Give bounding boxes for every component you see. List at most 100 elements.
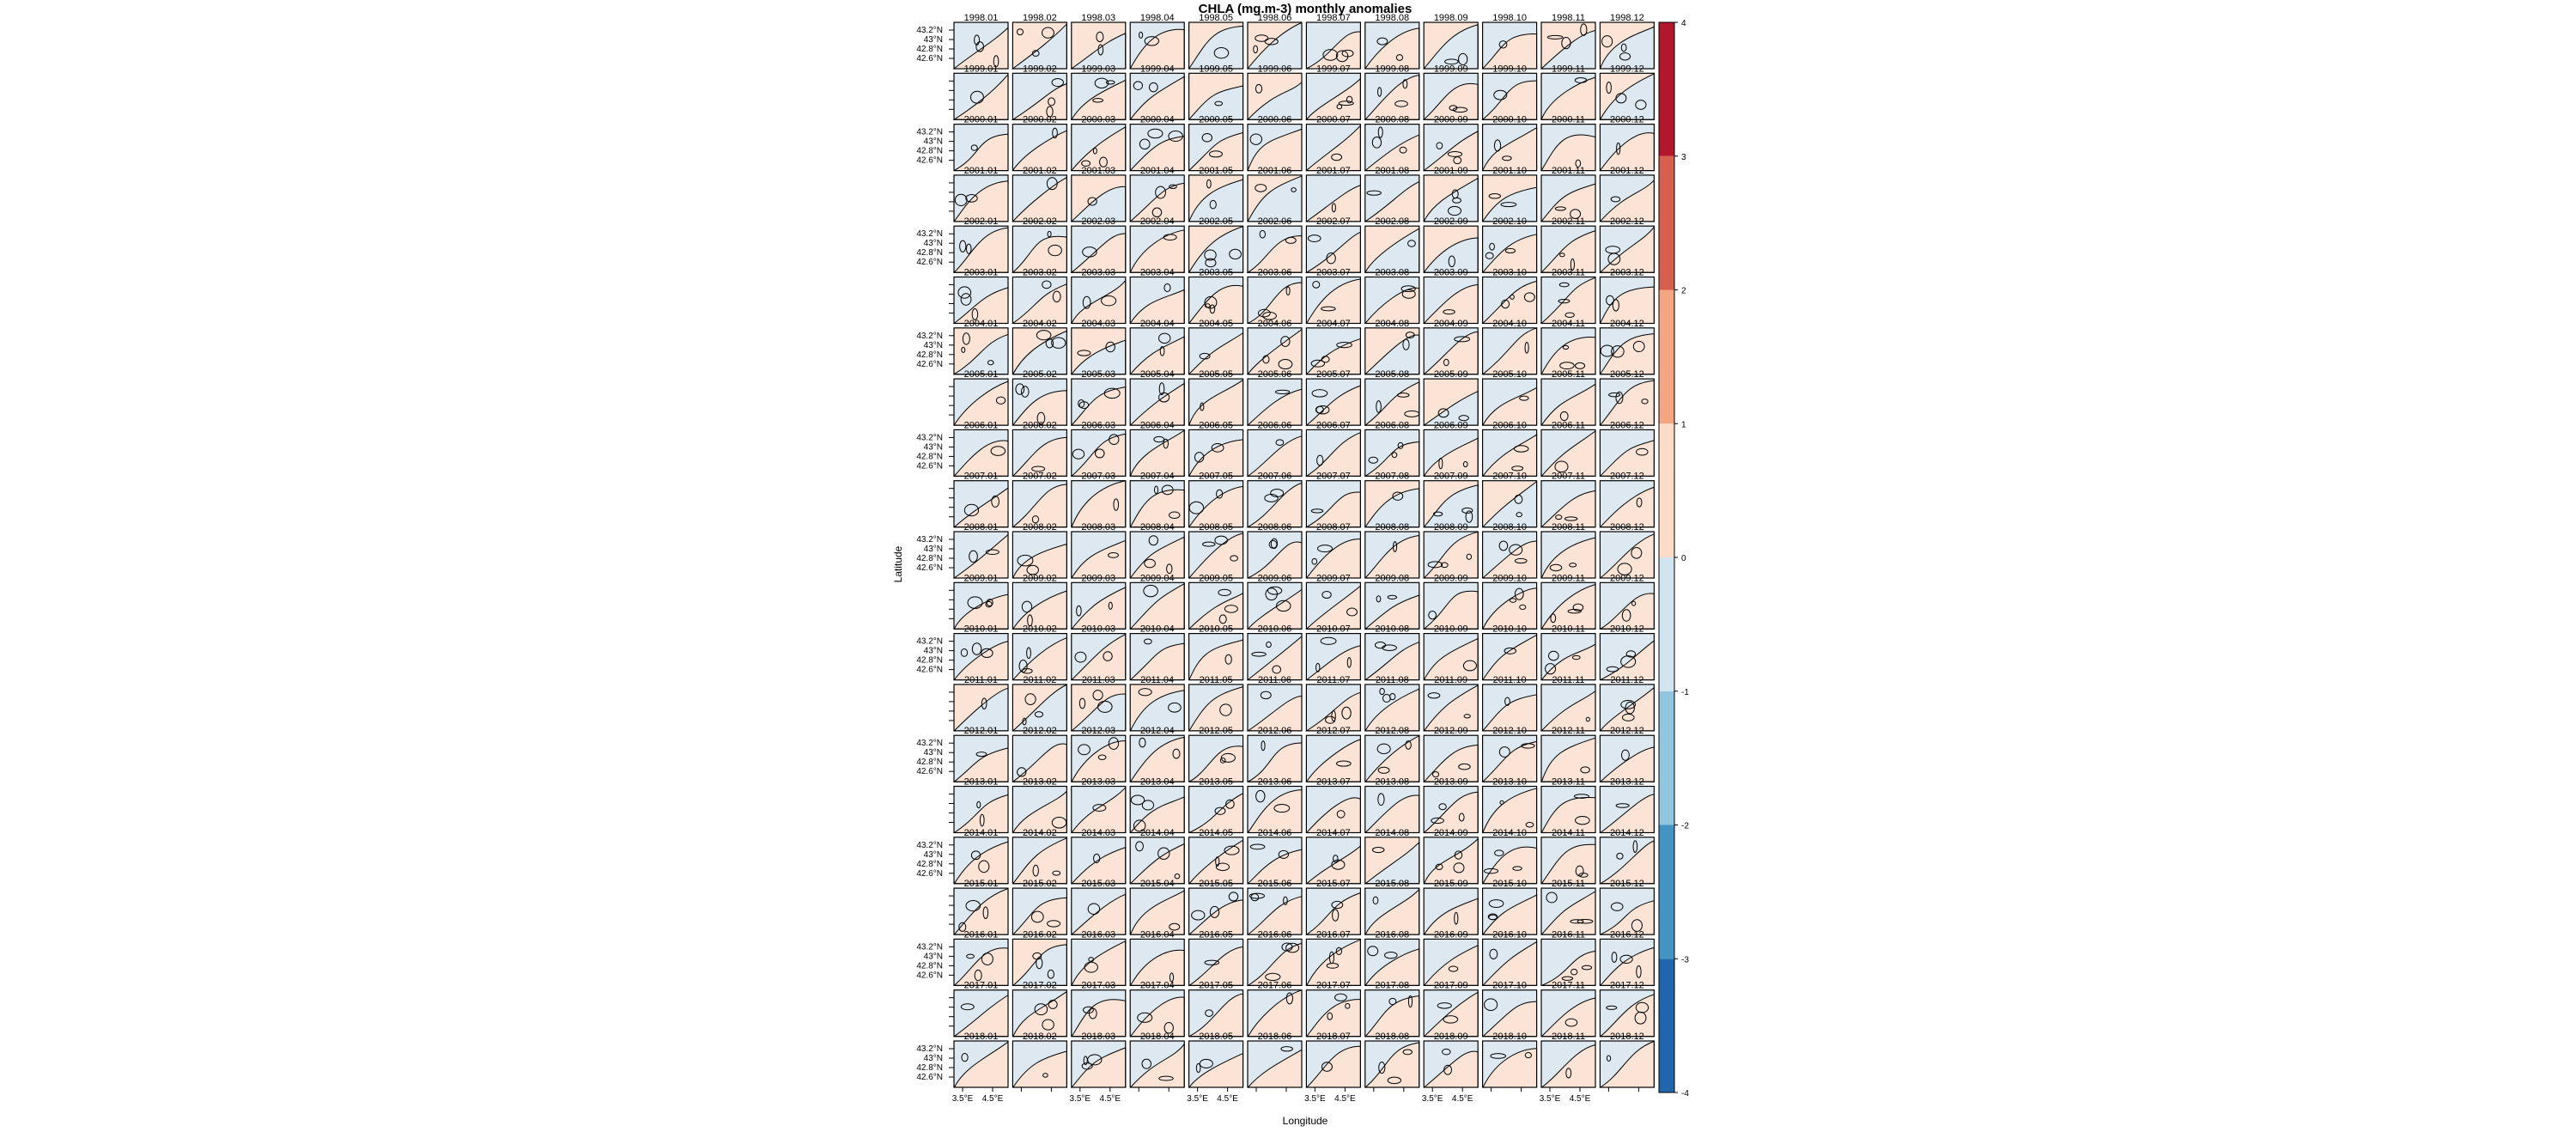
panel-2002-02 bbox=[1012, 225, 1068, 273]
panel-label: 2017.02 bbox=[1023, 981, 1057, 991]
panel-label: 2006.05 bbox=[1199, 420, 1233, 430]
panel-2010-07 bbox=[1305, 632, 1362, 681]
panel-2013-09 bbox=[1423, 785, 1479, 834]
y-tick-label: 43°N bbox=[924, 137, 943, 147]
colorbar-tick-label: 2 bbox=[1681, 287, 1686, 296]
y-tick-label: 42.6°N bbox=[916, 461, 943, 471]
panel-label: 2013.01 bbox=[964, 777, 999, 788]
panel-1998-10 bbox=[1481, 21, 1538, 70]
panel-label: 2000.03 bbox=[1081, 115, 1115, 125]
x-axis-label: Longitude bbox=[1282, 1115, 1328, 1127]
panel-label: 2001.01 bbox=[964, 166, 999, 176]
panel-2014-09 bbox=[1423, 837, 1479, 885]
panel-label: 2008.10 bbox=[1492, 522, 1527, 533]
panel-2001-10 bbox=[1481, 174, 1538, 222]
panel-2007-10 bbox=[1481, 480, 1538, 528]
panel-label: 2013.06 bbox=[1258, 777, 1292, 788]
panel-2017-09 bbox=[1423, 989, 1479, 1038]
panel-label: 2008.12 bbox=[1610, 522, 1644, 533]
panel-label: 2000.12 bbox=[1610, 115, 1644, 125]
panel-label: 2016.01 bbox=[964, 929, 999, 940]
panel-label: 2006.03 bbox=[1081, 420, 1115, 430]
panel-label: 2000.05 bbox=[1199, 115, 1233, 125]
panel-label: 2003.10 bbox=[1492, 268, 1527, 278]
panel-2010-02 bbox=[1012, 632, 1068, 681]
panel-label: 2005.09 bbox=[1434, 369, 1468, 380]
panel-label: 1999.01 bbox=[964, 64, 999, 74]
panel-2017-01 bbox=[952, 989, 1009, 1038]
panel-2018-08 bbox=[1364, 1040, 1420, 1088]
panel-2017-04 bbox=[1129, 989, 1185, 1038]
panel-label: 1998.10 bbox=[1492, 13, 1527, 23]
chart-title: CHLA (mg.m-3) monthly anomalies bbox=[1198, 2, 1413, 16]
panel-label: 2000.02 bbox=[1023, 115, 1057, 125]
panel-label: 2011.09 bbox=[1434, 675, 1467, 685]
panel-2006-09 bbox=[1423, 429, 1479, 477]
panel-2002-09 bbox=[1423, 225, 1479, 273]
panel-label: 1998.05 bbox=[1199, 13, 1233, 23]
panel-2012-10 bbox=[1481, 734, 1538, 782]
y-tick-label: 42.8°N bbox=[916, 860, 943, 869]
panel-2016-03 bbox=[1071, 938, 1127, 987]
panel-label: 2007.04 bbox=[1140, 472, 1175, 482]
panel-2003-06 bbox=[1247, 276, 1303, 325]
panel-label: 2006.02 bbox=[1023, 420, 1057, 430]
colorbar-segment bbox=[1659, 289, 1674, 424]
panel-1998-11 bbox=[1540, 21, 1596, 70]
panel-label: 2001.09 bbox=[1434, 166, 1468, 176]
panel-2016-08 bbox=[1364, 938, 1420, 987]
panel-2014-04 bbox=[1129, 837, 1185, 885]
y-tick-label: 43°N bbox=[924, 442, 943, 452]
panel-label: 2017.06 bbox=[1258, 981, 1292, 991]
panel-label: 2006.07 bbox=[1316, 420, 1351, 430]
panel-label: 1998.01 bbox=[964, 13, 999, 23]
panel-2013-02 bbox=[1012, 785, 1068, 834]
panel-label: 2013.12 bbox=[1610, 777, 1644, 788]
panel-1999-04 bbox=[1129, 72, 1185, 120]
panel-2018-11 bbox=[1540, 1040, 1596, 1088]
panel-label: 2008.03 bbox=[1081, 522, 1115, 533]
panel-2014-03 bbox=[1071, 837, 1127, 885]
panel-2004-06 bbox=[1247, 327, 1303, 375]
panel-2001-11 bbox=[1540, 174, 1596, 222]
panel-2008-12 bbox=[1599, 531, 1656, 579]
panel-1998-06 bbox=[1247, 21, 1303, 70]
panel-label: 2005.06 bbox=[1258, 369, 1292, 380]
panel-label: 2000.10 bbox=[1492, 115, 1527, 125]
panel-1999-11 bbox=[1540, 72, 1596, 120]
panel-2011-12 bbox=[1599, 684, 1656, 732]
panel-label: 2003.01 bbox=[964, 268, 999, 278]
panel-2001-04 bbox=[1128, 174, 1185, 222]
panel-label: 2006.01 bbox=[964, 420, 999, 430]
panel-label: 2009.04 bbox=[1140, 573, 1175, 583]
panel-label: 2008.01 bbox=[964, 522, 999, 533]
panel-1999-09 bbox=[1422, 72, 1479, 120]
panel-2010-09 bbox=[1423, 632, 1479, 681]
colorbar-tick-label: 3 bbox=[1681, 153, 1686, 162]
y-tick-label: 42.6°N bbox=[916, 54, 943, 64]
panel-label: 2018.04 bbox=[1140, 1032, 1175, 1042]
panel-2005-09 bbox=[1422, 378, 1479, 426]
panel-2000-11 bbox=[1540, 124, 1596, 172]
panel-label: 2002.07 bbox=[1316, 216, 1351, 227]
panel-label: 2015.05 bbox=[1199, 879, 1233, 889]
panel-label: 2004.02 bbox=[1023, 319, 1057, 329]
panel-label: 2002.08 bbox=[1375, 216, 1409, 227]
panel-1998-08 bbox=[1364, 21, 1420, 70]
panel-label: 2007.07 bbox=[1316, 472, 1351, 482]
panel-2000-09 bbox=[1422, 124, 1479, 172]
x-tick-label: 4.5°E bbox=[1334, 1094, 1356, 1104]
panel-2007-12 bbox=[1599, 480, 1656, 528]
panel-1998-01 bbox=[952, 21, 1009, 70]
panel-2000-06 bbox=[1247, 124, 1303, 172]
colorbar-tick-label: -3 bbox=[1681, 955, 1689, 965]
panel-label: 2012.04 bbox=[1140, 726, 1175, 736]
y-tick-label: 42.8°N bbox=[916, 656, 943, 666]
panel-label: 1998.02 bbox=[1023, 13, 1057, 23]
panel-2012-09 bbox=[1423, 734, 1479, 782]
panel-2013-04 bbox=[1129, 785, 1185, 834]
colorbar-segment bbox=[1659, 423, 1674, 557]
panel-label: 2004.03 bbox=[1081, 319, 1115, 329]
y-tick-label: 43.2°N bbox=[916, 229, 943, 239]
